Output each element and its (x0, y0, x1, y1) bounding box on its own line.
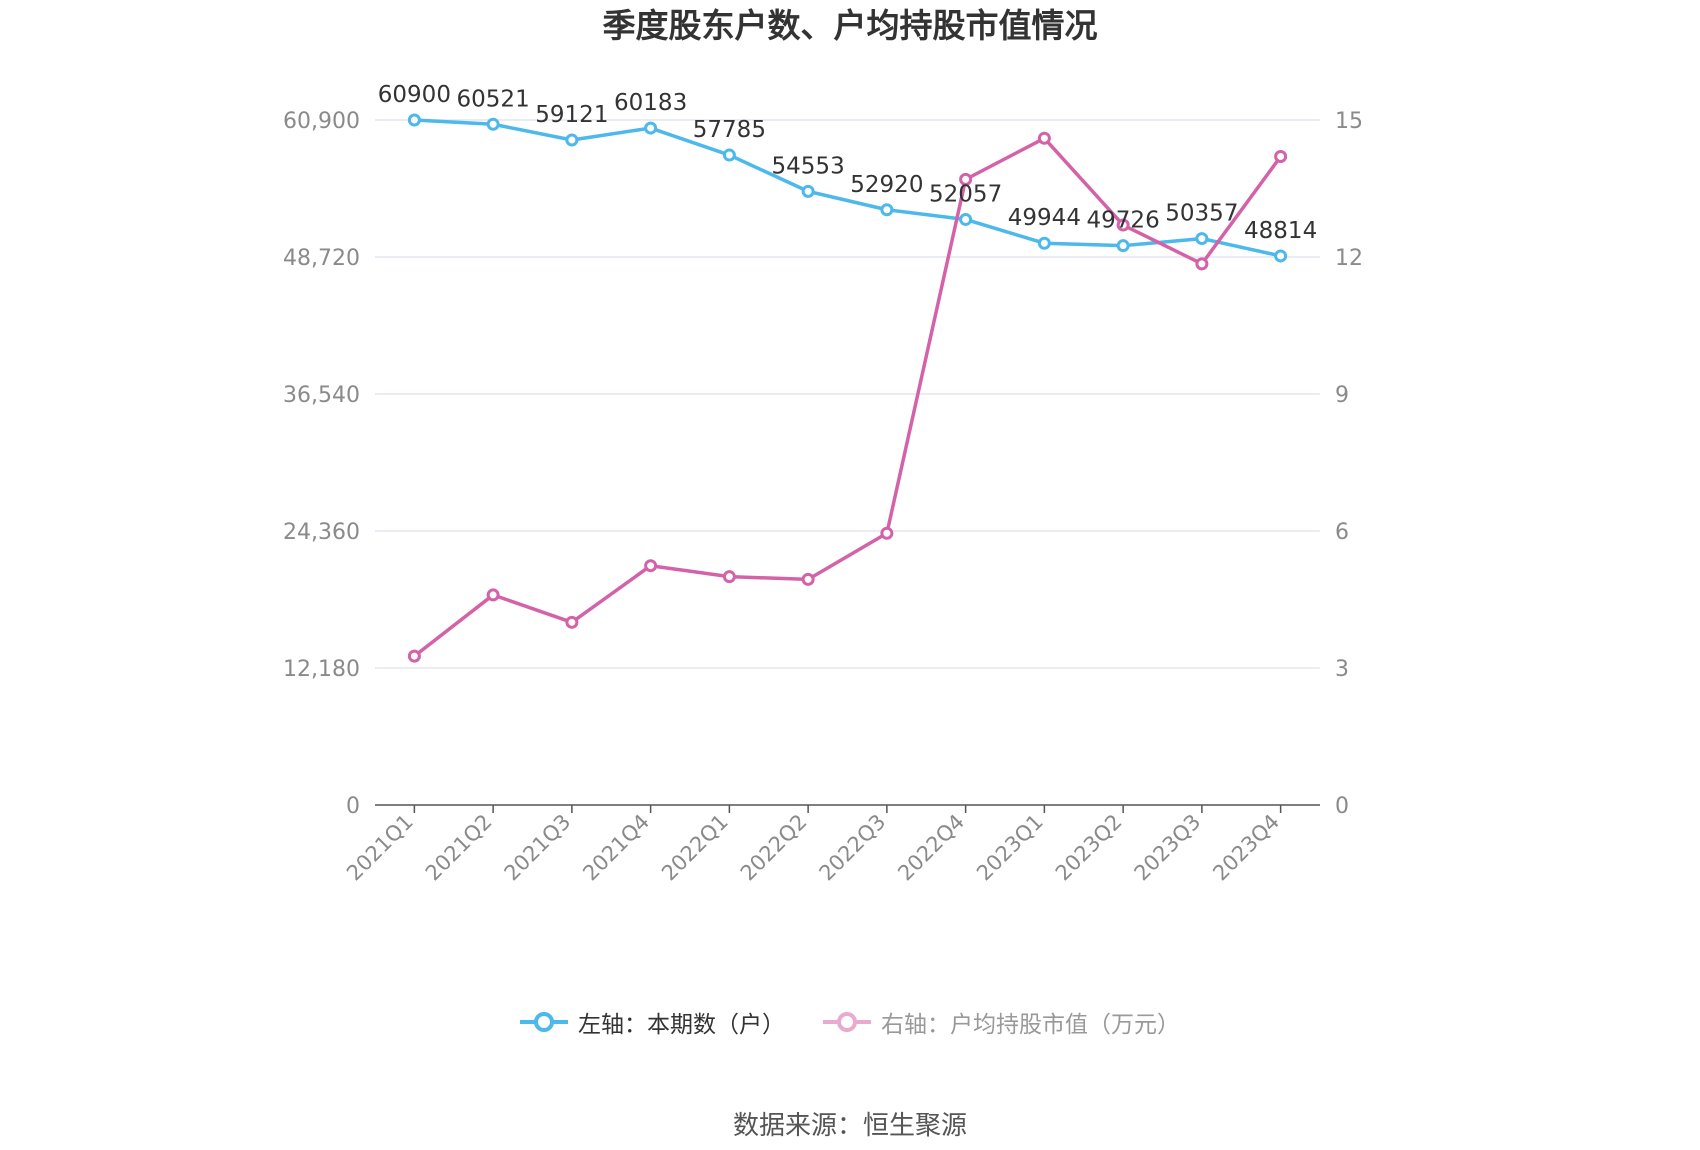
data-point-avg-value (801, 572, 815, 586)
right-axis-tick-label: 3 (1335, 657, 1349, 682)
legend-line-circle-icon (823, 1012, 871, 1032)
legend-label-value: 右轴：户均持股市值（万元） (881, 1012, 1180, 1038)
left-axis-tick-label: 48,720 (283, 246, 360, 271)
x-axis-tick-label: 2021Q2 (421, 810, 497, 886)
data-point-holders (880, 203, 894, 217)
data-label-holders: 50357 (1165, 201, 1238, 227)
data-source: 数据来源：恒生聚源 (732, 1111, 967, 1141)
data-point-holders (1274, 249, 1288, 263)
chart-title: 季度股东户数、户均持股市值情况 (602, 6, 1098, 45)
right-axis-tick-label: 12 (1335, 246, 1363, 271)
legend-item-value[interactable]: 右轴：户均持股市值（万元） (823, 1005, 1180, 1039)
series-lines (407, 113, 1288, 663)
data-point-holders (486, 117, 500, 131)
data-point-holders (644, 121, 658, 135)
x-axis-tick-label: 2023Q4 (1208, 810, 1284, 886)
data-point-holders (565, 133, 579, 147)
left-axis-tick-label: 0 (346, 794, 360, 819)
data-point-avg-value (1195, 257, 1209, 271)
grid-lines (375, 119, 1320, 669)
x-axis-tick-label: 2023Q1 (972, 810, 1048, 886)
data-label-holders: 60183 (614, 90, 687, 116)
data-point-avg-value (644, 559, 658, 573)
data-point-holders (959, 212, 973, 226)
data-point-holders (722, 148, 736, 162)
right-axis-tick-label: 9 (1335, 383, 1349, 408)
left-axis-tick-label: 24,360 (283, 520, 360, 545)
data-label-holders: 48814 (1244, 218, 1317, 244)
data-label-holders: 59121 (535, 102, 608, 128)
data-label-holders: 49726 (1087, 208, 1160, 234)
left-axis-tick-label: 36,540 (283, 383, 360, 408)
legend-label-holders: 左轴：本期数（户） (578, 1012, 785, 1038)
data-label-holders: 52057 (929, 181, 1002, 207)
x-axis-tick-label: 2022Q4 (893, 810, 969, 886)
data-point-avg-value (959, 172, 973, 186)
right-axis-tick-label: 6 (1335, 520, 1349, 545)
data-point-avg-value (722, 570, 736, 584)
x-axis-tick-label: 2021Q1 (342, 810, 418, 886)
data-point-avg-value (880, 526, 894, 540)
x-axis-tick-label: 2021Q3 (500, 810, 576, 886)
legend: 左轴：本期数（户） 右轴：户均持股市值（万元） (0, 1005, 1700, 1039)
right-axis-tick-label: 15 (1335, 109, 1363, 134)
x-axis-tick-label: 2023Q3 (1130, 810, 1206, 886)
data-point-avg-value (1037, 131, 1051, 145)
x-axis-tick-label: 2023Q2 (1051, 810, 1127, 886)
data-label-holders: 60900 (378, 82, 451, 108)
series-line-avg-value (413, 136, 1283, 658)
data-point-avg-value (1116, 218, 1130, 232)
data-point-avg-value (1274, 150, 1288, 164)
left-axis-tick-label: 60,900 (283, 109, 360, 134)
data-point-holders (801, 184, 815, 198)
x-axis-tick-label: 2021Q4 (578, 810, 654, 886)
data-point-avg-value (565, 615, 579, 629)
data-point-avg-value (486, 588, 500, 602)
data-point-holders (1195, 232, 1209, 246)
right-axis-tick-label: 0 (1335, 794, 1349, 819)
legend-line-circle-icon (520, 1012, 568, 1032)
x-axis-tick-label: 2022Q3 (815, 810, 891, 886)
x-axis-tick-label: 2022Q2 (736, 810, 812, 886)
data-label-holders: 60521 (457, 86, 530, 112)
left-axis-tick-label: 12,180 (283, 657, 360, 682)
data-label-holders: 57785 (693, 117, 766, 143)
series-line-holders (414, 118, 1282, 258)
data-label-holders: 54553 (772, 153, 845, 179)
data-label-holders: 52920 (850, 172, 923, 198)
data-point-holders (1037, 236, 1051, 250)
data-point-avg-value (407, 649, 421, 663)
x-axis-tick-label: 2022Q1 (657, 810, 733, 886)
data-point-holders (407, 113, 421, 127)
data-label-holders: 49944 (1008, 205, 1081, 231)
data-point-holders (1116, 239, 1130, 253)
legend-item-holders[interactable]: 左轴：本期数（户） (520, 1005, 785, 1039)
